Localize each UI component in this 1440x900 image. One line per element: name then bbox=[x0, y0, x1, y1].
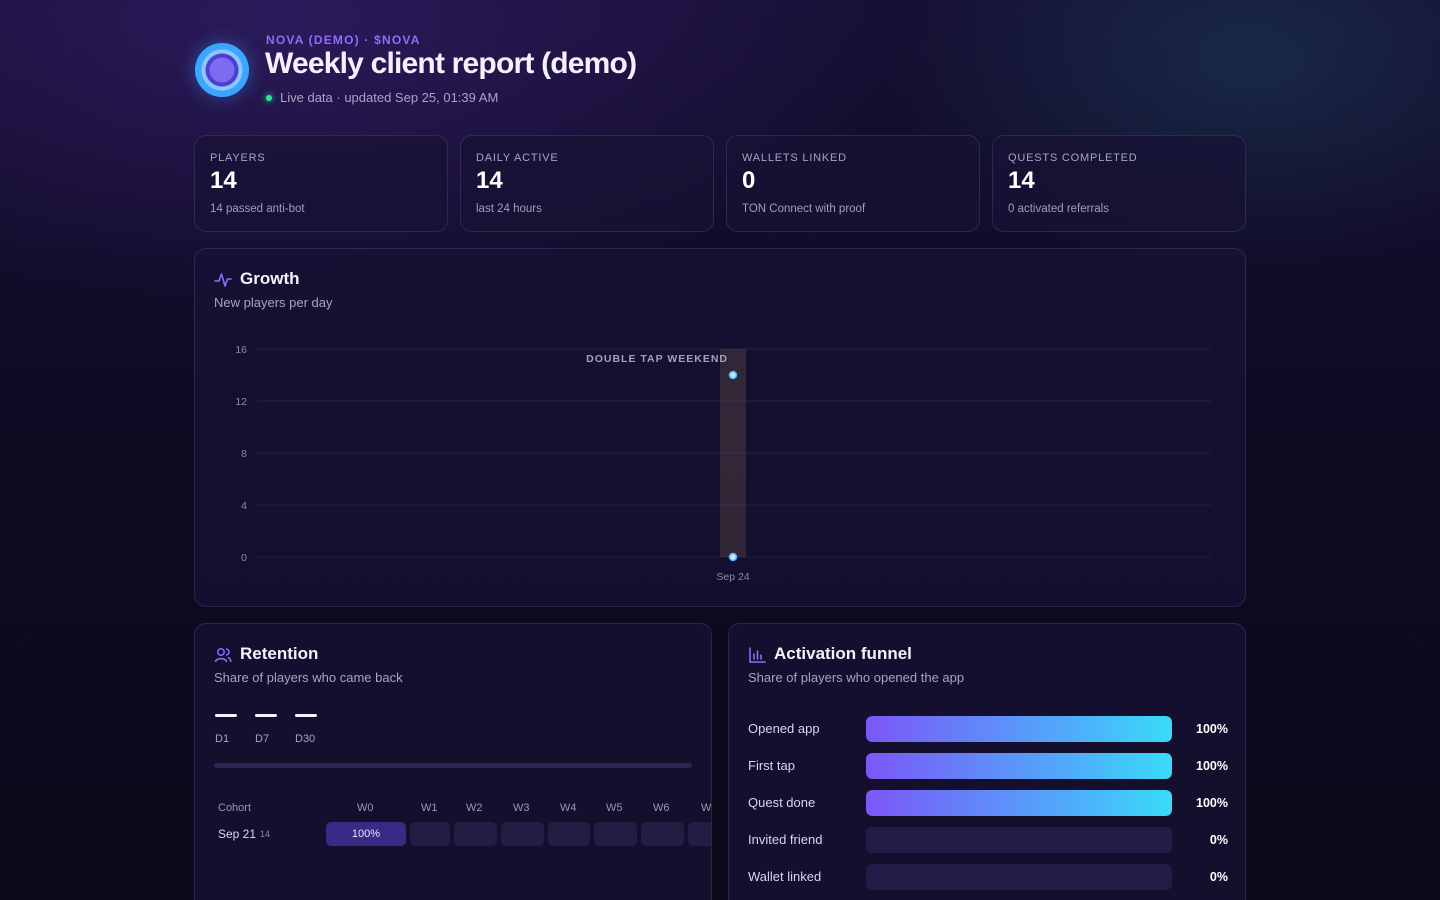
funnel-subtitle: Share of players who opened the app bbox=[748, 670, 965, 685]
highlight-band-label: DOUBLE TAP WEEKEND bbox=[586, 353, 728, 365]
stat-label: WALLETS LINKED bbox=[742, 152, 847, 164]
funnel-step-invited-friend: Invited friend 0% bbox=[748, 827, 1228, 853]
funnel-step-quest-done: Quest done 100% bbox=[748, 790, 1228, 816]
data-point bbox=[728, 370, 738, 380]
retention-title: Retention bbox=[240, 644, 319, 663]
funnel-track bbox=[866, 827, 1172, 853]
funnel-step-percent: 100% bbox=[1196, 722, 1228, 736]
cohort-cell-empty bbox=[501, 822, 544, 846]
stat-subtext: 0 activated referrals bbox=[1008, 203, 1109, 215]
funnel-step-label: Opened app bbox=[748, 721, 820, 736]
funnel-panel: Activation funnel Share of players who o… bbox=[728, 623, 1246, 900]
report-header: NOVA (DEMO) · $NOVA Weekly client report… bbox=[194, 30, 994, 110]
cohort-size: 14 bbox=[260, 829, 271, 839]
stat-label: PLAYERS bbox=[210, 152, 266, 164]
funnel-step-label: First tap bbox=[748, 758, 795, 773]
live-status: Live data · updated Sep 25, 01:39 AM bbox=[266, 90, 498, 105]
funnel-step-percent: 0% bbox=[1209, 833, 1228, 847]
stat-label: DAILY ACTIVE bbox=[476, 152, 559, 164]
live-dot-icon bbox=[266, 94, 272, 101]
growth-chart: DOUBLE TAP WEEKEND 0 4 8 12 16 Sep 24 bbox=[235, 344, 1211, 583]
funnel-step-label: Invited friend bbox=[748, 832, 823, 847]
cohort-date: Sep 21 bbox=[218, 827, 257, 841]
stat-card-quests-completed: QUESTS COMPLETED 14 0 activated referral… bbox=[992, 135, 1246, 232]
week-header: W bbox=[701, 802, 712, 814]
stat-value: 0 bbox=[742, 167, 756, 194]
highlight-band bbox=[720, 349, 746, 557]
data-point bbox=[728, 552, 738, 562]
stat-value: 14 bbox=[476, 167, 503, 194]
page-title: Weekly client report (demo) bbox=[265, 47, 637, 80]
stat-subtext: TON Connect with proof bbox=[742, 203, 866, 215]
retention-subtitle: Share of players who came back bbox=[214, 670, 403, 685]
growth-subtitle: New players per day bbox=[214, 295, 333, 310]
retention-panel: Retention Share of players who came back… bbox=[194, 623, 712, 900]
x-tick-label: Sep 24 bbox=[716, 571, 749, 583]
cohort-cell-empty bbox=[688, 822, 711, 846]
nova-logo-icon bbox=[195, 43, 249, 97]
funnel-step-percent: 100% bbox=[1196, 759, 1228, 773]
week-header: W2 bbox=[466, 802, 483, 814]
y-tick-label: 0 bbox=[241, 552, 247, 564]
cohort-cell-w0: 100% bbox=[326, 822, 406, 846]
metric-label: D30 bbox=[295, 733, 316, 745]
metric-d7: D7 bbox=[255, 714, 291, 745]
stat-value: 14 bbox=[1008, 167, 1035, 194]
funnel-step-percent: 100% bbox=[1196, 796, 1228, 810]
metric-empty-value bbox=[255, 714, 277, 717]
cohort-cell-empty bbox=[454, 822, 497, 846]
cohort-cell-empty bbox=[548, 822, 590, 846]
stat-value: 14 bbox=[210, 167, 237, 194]
status-text: Live data · updated Sep 25, 01:39 AM bbox=[280, 90, 499, 105]
funnel-title: Activation funnel bbox=[774, 644, 912, 663]
brand-label: NOVA (DEMO) · $NOVA bbox=[266, 33, 421, 47]
funnel-step-label: Quest done bbox=[748, 795, 816, 810]
y-tick-label: 12 bbox=[235, 396, 247, 408]
metric-label: D1 bbox=[215, 733, 230, 745]
cohort-column-header: Cohort bbox=[218, 802, 252, 814]
week-header: W4 bbox=[560, 802, 577, 814]
week-header: W5 bbox=[606, 802, 623, 814]
growth-title: Growth bbox=[240, 269, 300, 288]
retention-progress-track bbox=[214, 763, 692, 768]
metric-empty-value bbox=[295, 714, 317, 717]
funnel-step-label: Wallet linked bbox=[748, 869, 822, 884]
stat-card-daily-active: DAILY ACTIVE 14 last 24 hours bbox=[460, 135, 714, 232]
activity-icon bbox=[214, 273, 232, 287]
stat-card-players: PLAYERS 14 14 passed anti-bot bbox=[194, 135, 448, 232]
stat-card-wallets-linked: WALLETS LINKED 0 TON Connect with proof bbox=[726, 135, 980, 232]
funnel-fill bbox=[866, 716, 1172, 742]
y-tick-label: 8 bbox=[241, 448, 247, 460]
funnel-step-first-tap: First tap 100% bbox=[748, 753, 1228, 779]
funnel-step-percent: 0% bbox=[1209, 870, 1228, 884]
funnel-step-opened-app: Opened app 100% bbox=[748, 716, 1228, 742]
funnel-fill bbox=[866, 753, 1172, 779]
users-icon bbox=[214, 648, 232, 663]
week-header: W3 bbox=[513, 802, 530, 814]
cohort-cell-empty bbox=[641, 822, 684, 846]
bar-chart-icon bbox=[749, 647, 766, 663]
funnel-track bbox=[866, 716, 1172, 742]
cohort-cell-empty bbox=[594, 822, 637, 846]
stat-subtext: 14 passed anti-bot bbox=[210, 203, 305, 215]
funnel-fill bbox=[866, 790, 1172, 816]
funnel-step-wallet-linked: Wallet linked 0% bbox=[748, 864, 1228, 890]
week-header: W1 bbox=[421, 802, 438, 814]
stat-subtext: last 24 hours bbox=[476, 203, 542, 215]
growth-panel: Growth New players per day DOUBLE TAP WE… bbox=[194, 248, 1246, 607]
metric-empty-value bbox=[215, 714, 237, 717]
metric-d30: D30 bbox=[295, 714, 331, 745]
week-header: W0 bbox=[357, 802, 374, 814]
stat-label: QUESTS COMPLETED bbox=[1008, 152, 1138, 164]
cohort-cell-empty bbox=[410, 822, 450, 846]
metric-label: D7 bbox=[255, 733, 270, 745]
y-tick-label: 16 bbox=[235, 344, 247, 356]
metric-d1: D1 bbox=[215, 714, 251, 745]
funnel-track bbox=[866, 753, 1172, 779]
y-tick-label: 4 bbox=[241, 500, 247, 512]
week-header: W6 bbox=[653, 802, 670, 814]
funnel-track bbox=[866, 790, 1172, 816]
funnel-track bbox=[866, 864, 1172, 890]
